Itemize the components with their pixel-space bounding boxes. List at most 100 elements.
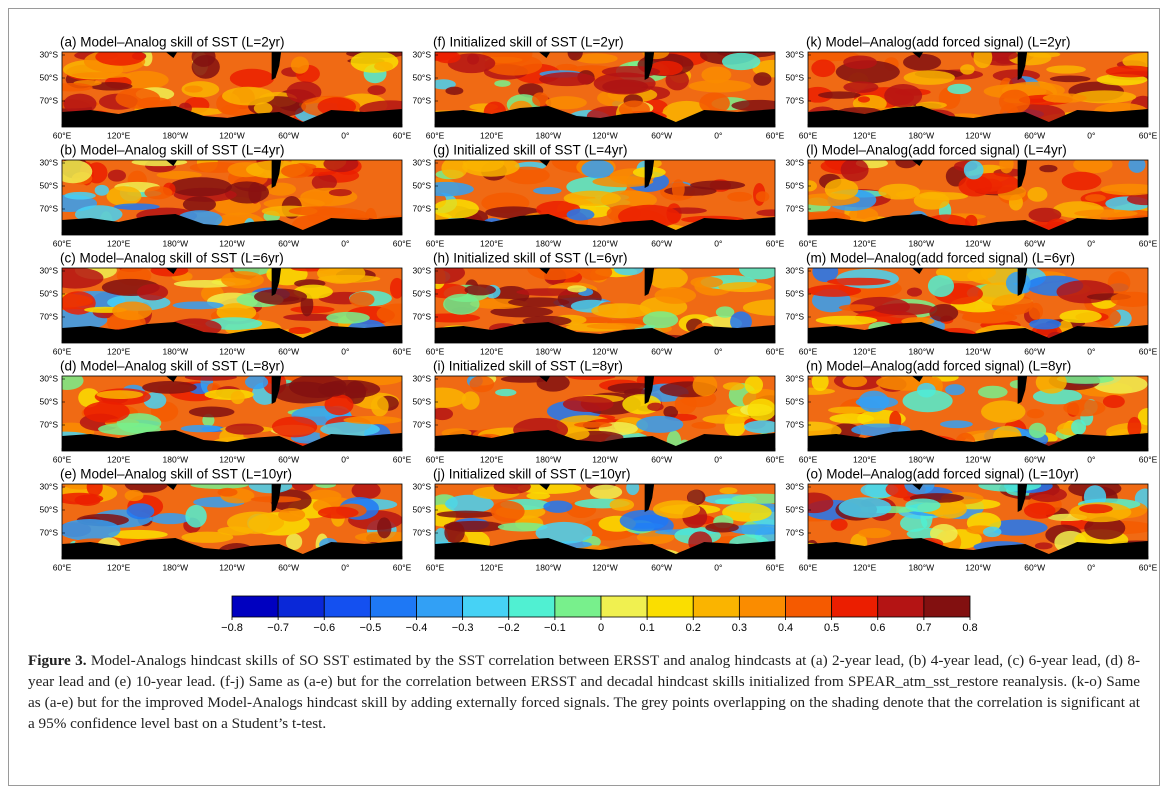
colorbar-box bbox=[600, 595, 648, 618]
lon-label: 60°W bbox=[278, 346, 299, 356]
lon-label: 120°W bbox=[965, 454, 991, 464]
lon-label: 60°W bbox=[651, 346, 672, 356]
lat-label: 50°S bbox=[785, 288, 804, 298]
lat-label: 30°S bbox=[39, 481, 58, 491]
field-blob bbox=[265, 182, 297, 196]
lon-label: 60°E bbox=[1139, 346, 1158, 356]
field-blob bbox=[464, 284, 497, 296]
lat-label: 30°S bbox=[412, 157, 431, 167]
land bbox=[271, 160, 282, 188]
field-blob bbox=[144, 186, 173, 200]
field-blob bbox=[317, 506, 359, 519]
field-blob bbox=[136, 284, 169, 301]
field-blob bbox=[742, 299, 775, 316]
lon-label: 180°W bbox=[536, 346, 562, 356]
lat-label: 30°S bbox=[39, 373, 58, 383]
lon-label: 120°W bbox=[965, 130, 991, 140]
lon-label: 60°W bbox=[278, 238, 299, 248]
field-blob bbox=[718, 282, 772, 293]
map-field bbox=[808, 52, 1148, 127]
caption-label: Figure 3. bbox=[28, 652, 87, 669]
field-blob bbox=[988, 519, 1048, 536]
panel-title: (d) Model–Analog skill of SST (L=8yr) bbox=[60, 359, 284, 374]
map-panel: (o) Model–Analog(add forced signal) (L=1… bbox=[785, 467, 1157, 573]
land bbox=[1017, 484, 1028, 512]
field-blob bbox=[435, 199, 479, 219]
field-blob bbox=[78, 388, 100, 408]
field-blob bbox=[906, 287, 923, 297]
lon-label: 120°W bbox=[965, 346, 991, 356]
map-panel: (g) Initialized skill of SST (L=4yr)30°S… bbox=[412, 143, 784, 249]
field-blob bbox=[963, 160, 984, 180]
field-blob bbox=[532, 92, 549, 107]
land bbox=[165, 484, 178, 490]
land bbox=[644, 376, 655, 404]
field-blob bbox=[654, 287, 697, 304]
colorbar-label: −0.4 bbox=[406, 622, 428, 634]
map-field bbox=[62, 268, 402, 343]
field-blob bbox=[226, 511, 285, 534]
field-blob bbox=[149, 513, 191, 525]
field-blob bbox=[461, 391, 480, 410]
field-blob bbox=[609, 498, 635, 511]
field-blob bbox=[1028, 52, 1061, 58]
lon-label: 60°W bbox=[651, 130, 672, 140]
land bbox=[62, 322, 402, 343]
field-blob bbox=[311, 173, 337, 191]
field-blob bbox=[727, 191, 753, 202]
colorbar-box bbox=[508, 595, 556, 618]
field-blob bbox=[808, 284, 862, 297]
field-blob bbox=[107, 169, 126, 182]
field-blob bbox=[96, 390, 144, 399]
lon-label: 120°E bbox=[480, 562, 504, 572]
field-blob bbox=[173, 279, 236, 288]
lat-label: 50°S bbox=[412, 396, 431, 406]
field-blob bbox=[838, 304, 875, 312]
map-field bbox=[435, 160, 775, 235]
field-blob bbox=[493, 484, 531, 494]
lon-label: 120°W bbox=[965, 562, 991, 572]
colorbar-label: −0.7 bbox=[267, 622, 289, 634]
field-blob bbox=[808, 180, 818, 192]
land bbox=[271, 484, 282, 512]
colorbar-label: −0.2 bbox=[498, 622, 520, 634]
field-blob bbox=[376, 303, 402, 324]
lon-label: 60°E bbox=[1139, 454, 1158, 464]
colorbar-box bbox=[785, 595, 833, 618]
land bbox=[62, 430, 402, 451]
land bbox=[435, 538, 775, 559]
field-blob bbox=[563, 190, 621, 206]
lon-label: 60°W bbox=[1024, 130, 1045, 140]
field-blob bbox=[222, 86, 275, 106]
field-blob bbox=[874, 303, 936, 316]
lon-label: 60°E bbox=[53, 562, 72, 572]
lat-label: 70°S bbox=[785, 95, 804, 105]
land bbox=[62, 538, 402, 559]
panel-title: (e) Model–Analog skill of SST (L=10yr) bbox=[60, 467, 292, 482]
field-blob bbox=[702, 414, 754, 424]
field-blob bbox=[884, 84, 923, 108]
field-blob bbox=[283, 313, 339, 321]
field-blob bbox=[586, 322, 645, 330]
lon-label: 60°E bbox=[766, 346, 785, 356]
field-blob bbox=[593, 72, 656, 95]
field-blob bbox=[1026, 408, 1045, 419]
lon-label: 180°W bbox=[163, 562, 189, 572]
map-panel: (k) Model–Analog(add forced signal) (L=2… bbox=[785, 35, 1157, 141]
land bbox=[538, 52, 551, 58]
panel-title: (n) Model–Analog(add forced signal) (L=8… bbox=[806, 359, 1071, 374]
lon-label: 60°E bbox=[766, 562, 785, 572]
field-blob bbox=[500, 376, 549, 383]
field-blob bbox=[730, 311, 752, 332]
field-blob bbox=[184, 376, 237, 381]
lat-label: 70°S bbox=[412, 95, 431, 105]
field-blob bbox=[690, 180, 746, 190]
field-blob bbox=[83, 401, 130, 423]
lon-label: 60°W bbox=[1024, 346, 1045, 356]
lat-label: 50°S bbox=[412, 180, 431, 190]
field-blob bbox=[636, 415, 684, 433]
lon-label: 60°W bbox=[651, 454, 672, 464]
field-blob bbox=[1028, 207, 1062, 223]
field-blob bbox=[830, 518, 848, 531]
field-blob bbox=[574, 421, 613, 428]
